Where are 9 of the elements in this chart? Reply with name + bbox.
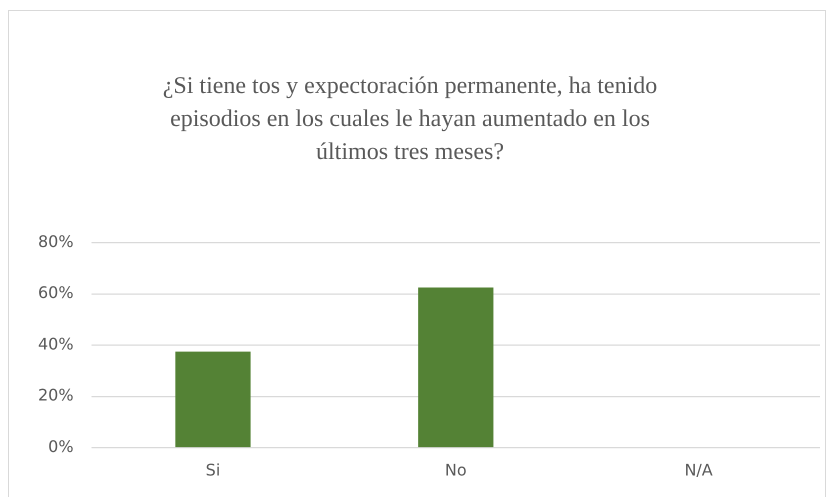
y-tick-label: 80%	[38, 232, 74, 251]
x-tick-label: N/A	[684, 460, 713, 480]
x-tick-label: Si	[206, 460, 220, 480]
y-tick-label: 60%	[38, 283, 74, 302]
y-tick-label: 20%	[38, 386, 74, 405]
y-tick-label: 0%	[48, 436, 74, 456]
chart-title: ¿Si tiene tos y expectoración permanente, ha tenido episodios en los cuales le hayan aumentado en los últimos tres meses?	[162, 72, 658, 167]
x-tick-label: No	[444, 460, 467, 480]
y-tick-label: 40%	[38, 334, 74, 354]
